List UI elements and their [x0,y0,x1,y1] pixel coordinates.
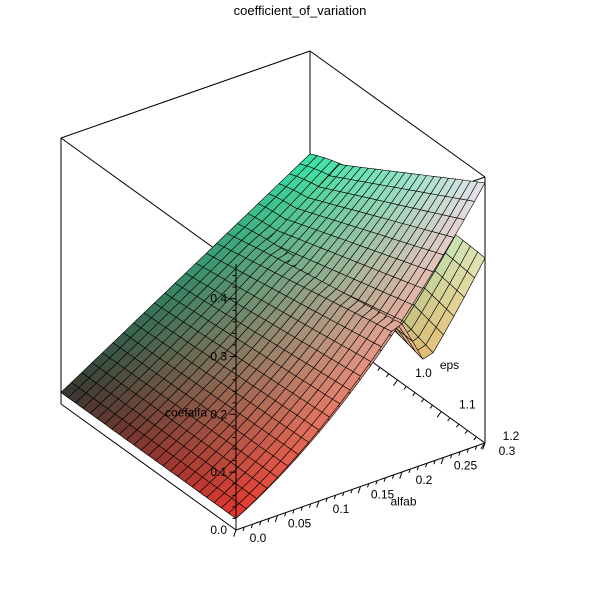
eps-axis-label: eps [440,358,459,372]
alfab-tick-label: 0.05 [288,517,312,531]
coefalfa-tick-label: 0.1 [210,465,227,479]
eps-tick-label: 1.0 [415,366,432,380]
alfab-tick-label: 0.25 [454,459,478,473]
coefalfa-axis-label: coefalfa [165,405,207,419]
alfab-tick-label: 0.0 [250,531,267,545]
eps-tick-label: 1.1 [459,398,476,412]
alfab-tick-label: 0.1 [333,502,350,516]
coefalfa-zero-label: 0.0 [210,523,227,537]
coefalfa-tick-label: 0.4 [210,292,227,306]
plot-title: coefficient_of_variation [233,3,367,18]
alfab-tick-label: 0.2 [416,473,433,487]
coefalfa-tick-label: 0.3 [210,350,227,364]
surface-mesh-patches [60,153,486,519]
eps-tick-label: 1.2 [503,429,520,443]
alfab-tick-label: 0.3 [499,444,516,458]
coefalfa-tick-label: 0.2 [210,407,227,421]
front-axes-and-labels: 0.0 0.05 0.1 0.15 0.2 0.25 0.3 alfab 0.1 0.2 0.3 0.… [165,177,516,545]
alfab-axis-label: alfab [390,495,416,509]
alfab-tick-label: 0.15 [371,488,395,502]
